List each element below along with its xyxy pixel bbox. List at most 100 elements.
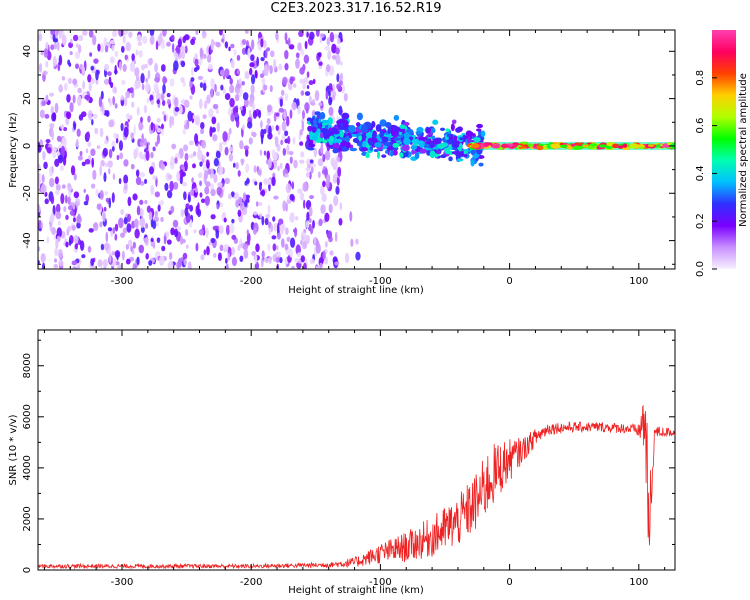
spectrogram-cell: [382, 144, 388, 150]
spectrogram-cell: [180, 77, 185, 83]
spectrogram-cell: [111, 192, 115, 204]
spectrogram-cell: [204, 186, 210, 195]
spectrogram-cell: [122, 64, 127, 72]
spectrogram-cell: [327, 49, 332, 60]
spectrogram-cell: [150, 121, 154, 131]
spectrogram-cell: [49, 123, 55, 129]
spectrogram-cell: [193, 67, 198, 73]
spectrogram-cell: [171, 43, 175, 53]
spectrogram-cell: [271, 176, 276, 187]
spectrogram-cell: [195, 242, 199, 252]
spectrogram-cell: [131, 53, 135, 62]
spectrogram-cell: [122, 30, 129, 36]
spectrogram-cell: [200, 254, 205, 261]
spectrogram-cell: [392, 142, 400, 148]
spectrogram-cell: [145, 253, 149, 260]
spectrogram-cell: [234, 192, 240, 201]
spectrogram-cell: [318, 218, 323, 227]
spectrogram-cell: [40, 221, 44, 229]
spectrogram-cell: [255, 243, 260, 253]
spectrogram-cell: [257, 169, 262, 176]
spectrogram-cell: [205, 181, 211, 188]
spectrogram-cell: [202, 155, 206, 160]
spectrogram-cell: [58, 248, 63, 260]
spectrogram-cell: [203, 53, 207, 59]
spectrogram-cell: [68, 41, 74, 49]
spectrogram-cell: [171, 143, 177, 150]
spectrogram-cell: [190, 189, 195, 196]
spectrogram-cell: [172, 219, 179, 228]
spectrogram-cell: [146, 205, 151, 213]
spectrogram-cell: [103, 78, 110, 85]
spectrogram-cell: [245, 194, 251, 199]
x-tick-label: 100: [629, 276, 648, 287]
spectrogram-cell: [143, 63, 148, 69]
spectrogram-cell: [206, 94, 211, 104]
spectrogram-cell: [88, 30, 94, 38]
spectrogram-cell: [413, 145, 417, 150]
spectrogram-cell: [157, 35, 163, 45]
spectrogram-cell: [51, 165, 54, 174]
spectrogram-cell: [65, 214, 69, 221]
spectrogram-cell: [458, 142, 463, 151]
spectrogram-cell: [119, 152, 124, 160]
spectrogram-cell: [429, 141, 435, 149]
spectrogram-cell: [222, 140, 228, 146]
spectrogram-cell: [261, 257, 264, 268]
spectrogram-cell: [612, 143, 619, 149]
spectrogram-cell: [188, 140, 194, 146]
spectrogram-cell: [266, 150, 270, 160]
spectrogram-cell: [58, 84, 63, 93]
spectrogram-cell: [74, 51, 81, 59]
spectrogram-cell: [315, 265, 320, 269]
spectrogram-cell: [221, 38, 225, 43]
spectrogram-cell: [212, 134, 218, 142]
snr-series-line: [38, 404, 675, 570]
spectrogram-cell: [190, 38, 196, 46]
spectrogram-cell: [112, 95, 115, 106]
spectrogram-cell: [136, 205, 141, 216]
spectrogram-cell: [266, 104, 272, 113]
spectrogram-cell: [450, 123, 455, 132]
spectrogram-cell: [312, 134, 318, 141]
spectrogram-cell: [189, 204, 194, 212]
spectrogram-cell: [187, 110, 193, 122]
spectrogram-cell: [120, 122, 124, 132]
spectrogram-cell: [463, 152, 468, 158]
spectrogram-cell: [275, 245, 279, 251]
colorbar-tick-label: 0.8: [695, 70, 706, 86]
spectrogram-cell: [89, 52, 93, 57]
x-tick-label: 0: [506, 577, 512, 588]
spectrogram-cell: [120, 45, 125, 53]
spectrogram-cell: [120, 208, 125, 215]
spectrogram-cell: [286, 144, 290, 156]
spectrogram-cell: [147, 115, 151, 123]
spectrogram-cell: [306, 31, 309, 38]
spectrogram-cell: [234, 112, 239, 118]
spectrogram-cell: [64, 194, 68, 204]
spectrogram-cell: [39, 109, 45, 119]
spectrogram-cell: [411, 138, 419, 144]
spectrogram-cell: [213, 157, 219, 167]
spectrogram-cell: [194, 58, 199, 67]
spectrogram-cell: [233, 49, 237, 56]
colorbar-label: Normalized spectral amplitude: [738, 73, 749, 227]
spectrogram-cell: [384, 121, 392, 129]
spectrogram-cell: [268, 256, 272, 264]
spectrogram-cell: [384, 141, 391, 147]
spectrogram-cell: [244, 30, 249, 34]
spectrogram-cell: [65, 241, 69, 248]
spectrogram-cell: [318, 118, 322, 124]
spectrogram-cell: [291, 101, 297, 111]
spectrogram-cell: [41, 100, 46, 106]
spectrogram-cell: [38, 204, 41, 213]
spectrogram-cell: [512, 143, 518, 148]
x-tick-label: -300: [111, 276, 134, 287]
spectrogram-cell: [130, 163, 135, 170]
spectrogram-cell: [210, 42, 214, 51]
spectrogram-cell: [215, 108, 219, 115]
spectrogram-cell: [139, 172, 145, 178]
spectrogram-cell: [228, 127, 232, 135]
spectrogram-cell: [145, 223, 149, 229]
